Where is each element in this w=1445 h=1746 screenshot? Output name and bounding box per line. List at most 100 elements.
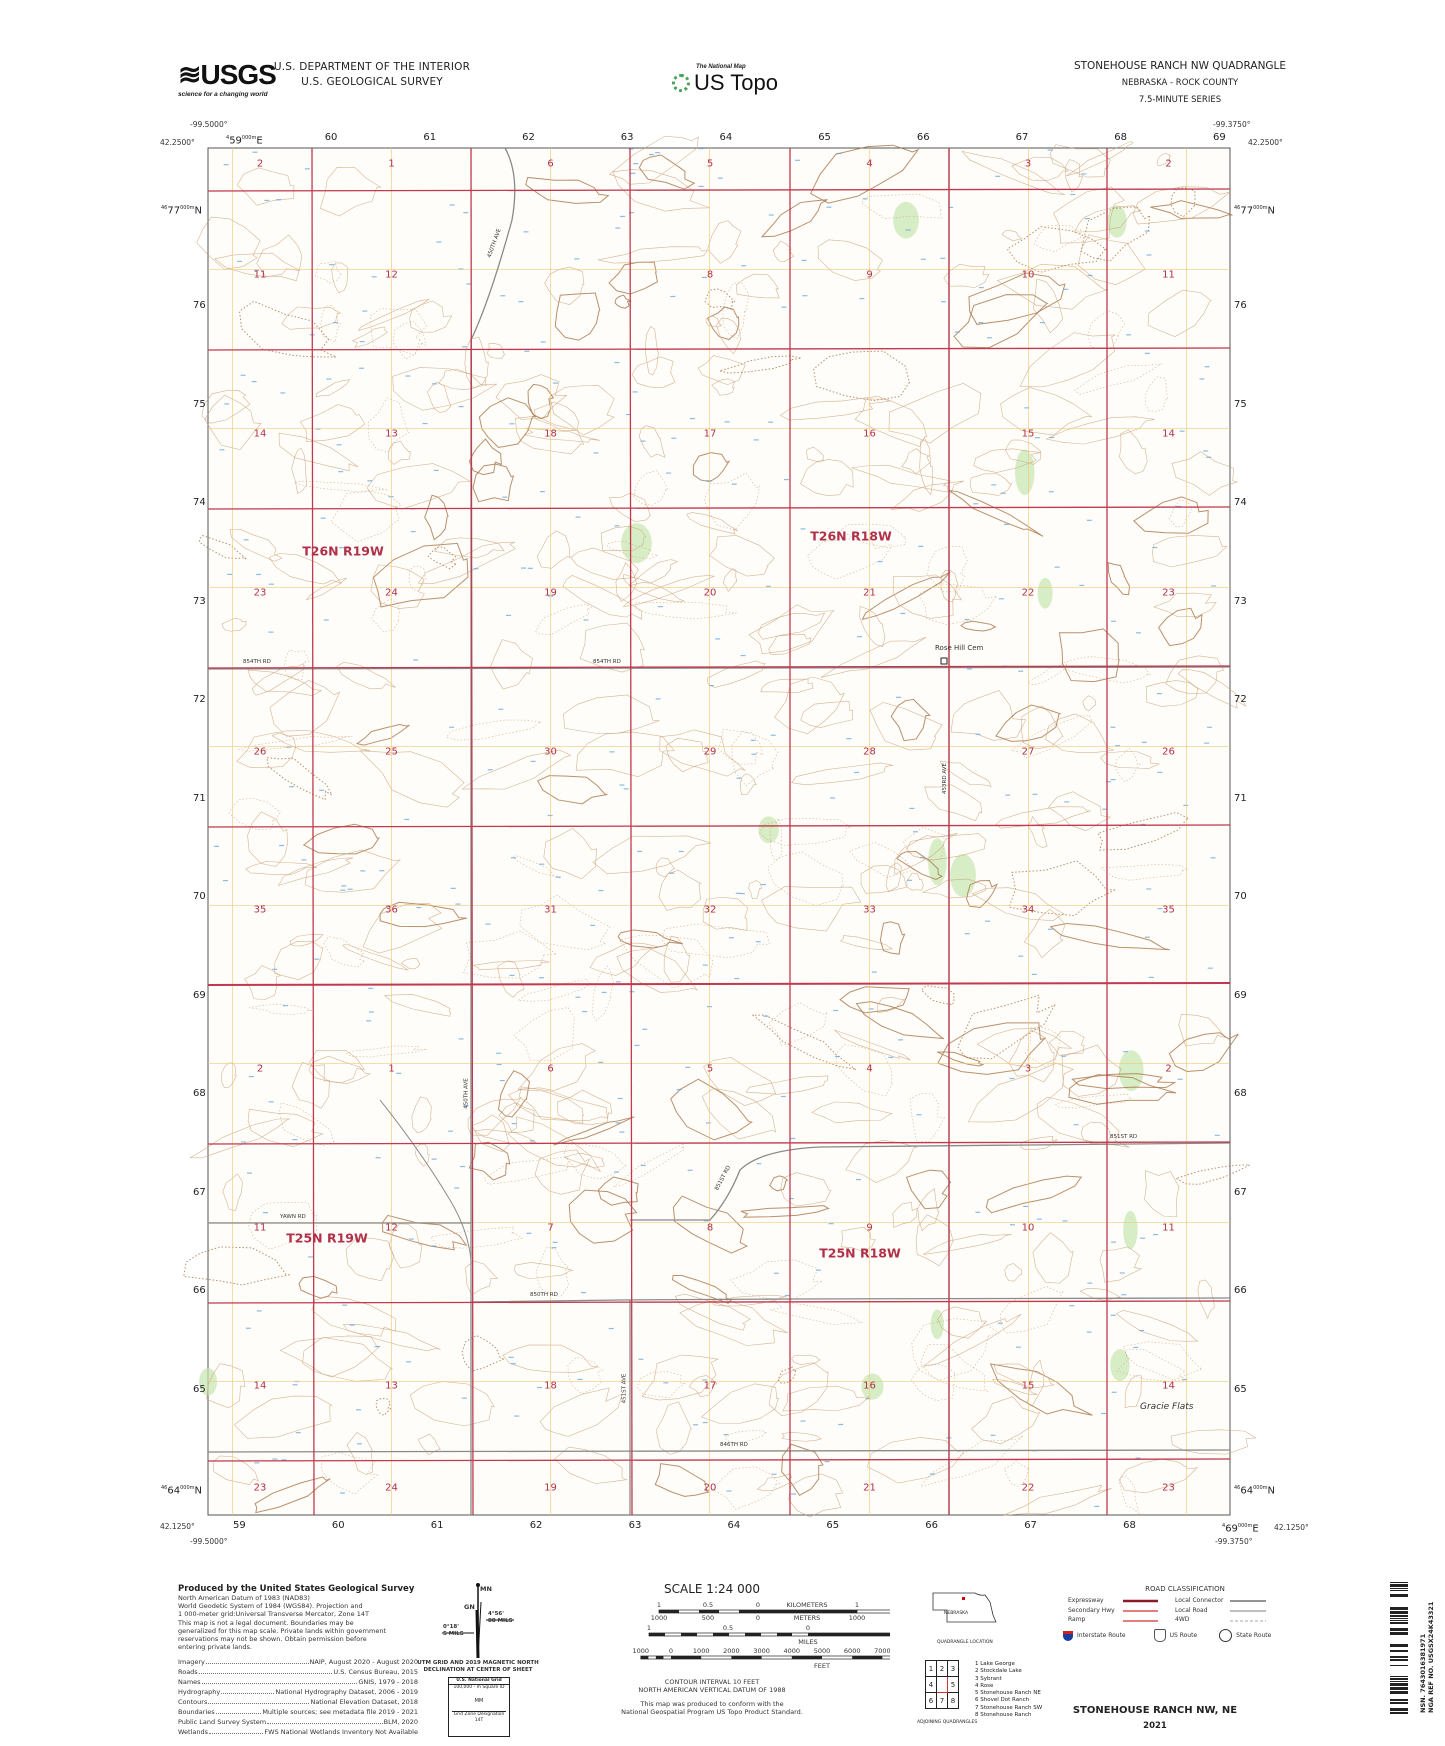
contour-line [706,660,766,688]
adjoining-quad-name: 7 Stonehouse Ranch SW [975,1704,1043,1711]
contour-line [674,1293,751,1331]
credit-value: NAIP, August 2020 - August 2020 [309,1658,418,1666]
section-line [207,506,1231,510]
feet-tick: 6000 [844,1647,861,1655]
contour-line [840,935,893,951]
vegetation-patch [1037,577,1053,609]
contour-line [937,1022,1047,1075]
contour-line [212,1455,259,1485]
barcode-bar [1390,1708,1408,1711]
northing-tick-label: 76 [193,300,206,311]
contour-line [556,1089,613,1125]
contour-line [554,1446,628,1484]
contour-line [1169,499,1193,528]
section-lines [207,147,1231,1516]
barcode-bar [1390,1584,1408,1587]
adj-cell[interactable]: 5 [947,1676,959,1693]
contour-line [768,634,812,655]
contour-line [768,1362,829,1417]
contour-line [1008,1029,1055,1083]
credit-key: Wetlands [178,1728,209,1736]
contour-line [1124,1374,1142,1409]
contour-line [1058,628,1120,683]
contour-line [502,1344,599,1373]
contour-line [445,719,542,741]
contour-line [409,1381,495,1427]
road-846th[interactable] [207,1449,1231,1453]
contour-line [515,415,585,455]
road-450th-ave-north[interactable] [470,147,516,341]
adj-cell[interactable]: 3 [947,1660,959,1677]
road-854th[interactable] [207,666,1231,670]
contour-line [920,1343,989,1392]
route-shields: Interstate Route US Route State Route [1063,1629,1271,1642]
road-851st[interactable] [630,1142,1231,1221]
adj-cell[interactable]: 4 [925,1676,937,1693]
section-line [207,824,1231,828]
contour-line [969,473,1013,496]
section-number: 2 [1165,158,1172,170]
quad-title-block: STONEHOUSE RANCH NW QUADRANGLE NEBRASKA … [1060,58,1300,109]
contour-line [894,833,958,875]
road-850th[interactable] [470,1297,1231,1303]
contour-line [1033,278,1064,334]
contour-line [597,1176,639,1206]
contour-line [284,649,310,680]
contour-line [1066,140,1134,177]
section-number: 17 [703,428,717,439]
section-number: 19 [544,1482,557,1494]
contour-line [304,849,402,893]
km-tick: 1 [657,1601,661,1609]
feet-tick: 4000 [784,1647,801,1655]
contour-line [415,1143,430,1167]
section-number: 26 [253,746,267,757]
feet-bar-segment [640,1656,649,1659]
usgs-wave-icon: ≋ [178,59,201,90]
section-number: 18 [544,428,557,439]
contour-line [780,1172,832,1207]
contour-line [1026,663,1068,686]
contour-line [1048,1030,1085,1056]
northing-tick-label: 71 [1234,792,1247,804]
contour-line [607,540,659,559]
contour-line [206,1363,246,1409]
northing-tick-label: 68 [1234,1088,1247,1099]
contour-line [961,150,1065,196]
barcode-bar [1390,1618,1408,1619]
contour-line [840,1226,877,1253]
contour-line [601,525,647,552]
contour-line [464,336,489,389]
contour-line [659,729,746,777]
vegetation-patch [930,1309,944,1340]
contour-line [563,1152,605,1169]
section-number: 18 [544,1380,557,1392]
contour-line [876,996,905,1013]
adj-cell[interactable]: 1 [925,1660,937,1677]
adj-cell[interactable]: 6 [925,1692,937,1709]
township-label: T25N R19W [286,1230,368,1246]
adj-cell[interactable]: 2 [936,1660,948,1677]
ne-latitude: 42.2500° [1248,138,1283,147]
contour-line [711,378,736,396]
contour-line [351,326,388,348]
credit-row: Roads U.S. Census Bureau, 2015 [178,1667,418,1677]
contour-line [939,760,992,788]
contour-line [375,1397,392,1417]
contour-line [472,959,550,971]
adj-cell[interactable]: 8 [947,1692,959,1709]
section-number: 10 [1021,1222,1035,1233]
contour-line [372,542,469,608]
road-label: 453RD AVE [941,763,948,794]
northing-tick-label: 74 [1234,497,1247,508]
adjoining-quad-name: 3 Sybrant [975,1675,1002,1682]
adj-cell[interactable]: 7 [936,1692,948,1709]
contour-line [247,669,323,696]
state-route-circle-icon [1219,1629,1233,1642]
contour-line [1080,1121,1112,1144]
contour-line [697,355,746,386]
contour-line [291,447,308,494]
contour-line [471,1114,511,1153]
contour-line [254,1476,331,1514]
